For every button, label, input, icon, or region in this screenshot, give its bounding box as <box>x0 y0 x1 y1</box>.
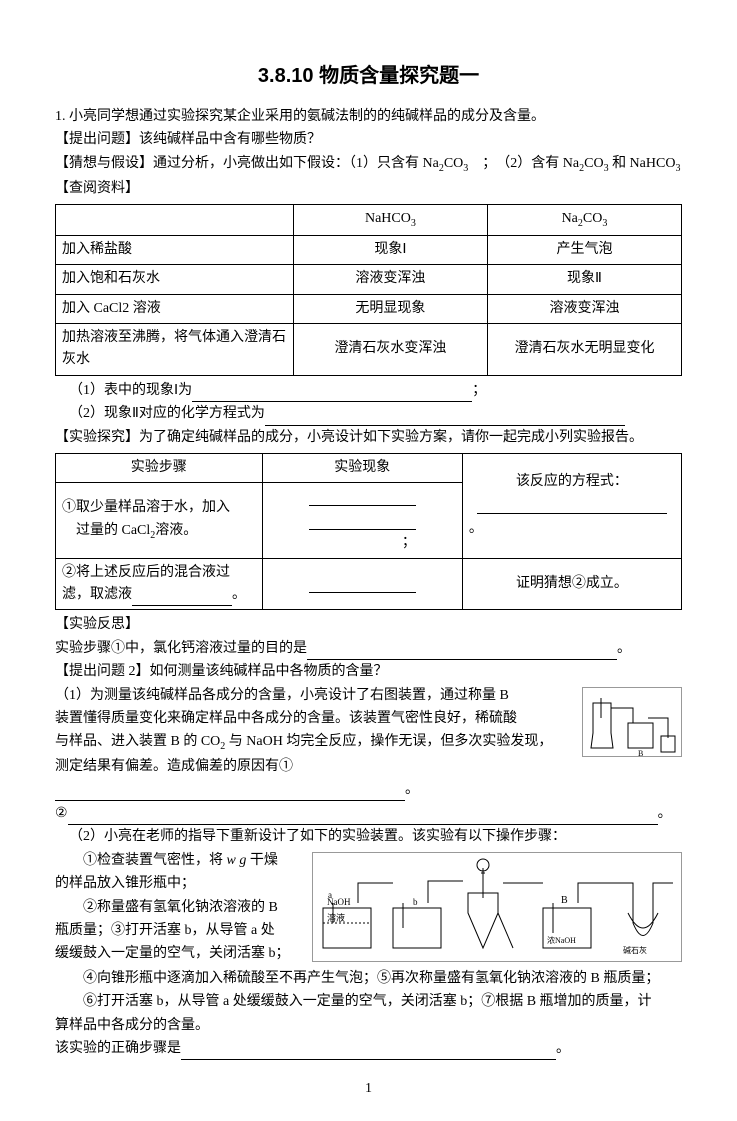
table-cell: 加入 CaCl2 溶液 <box>56 294 294 323</box>
table-cell: 该反应的方程式： 。 <box>462 453 681 558</box>
question2-label: 【提出问题 2】如何测量该纯碱样品中各物质的含量？ <box>55 661 682 683</box>
experiment-label: 【实验探究】为了确定纯碱样品的成分，小亮设计如下实验方案，请你一起完成小列实验报… <box>55 427 682 449</box>
table-cell: 加入稀盐酸 <box>56 235 294 264</box>
table-cell: ②将上述反应后的混合液过滤，取滤液。 <box>56 558 263 610</box>
svg-text:b: b <box>413 897 418 907</box>
line-text: 干燥 <box>246 853 278 868</box>
blank-line <box>68 824 658 825</box>
apparatus-figure-2: NaOH 溶液 a b 浓NaOH B 碱石灰 <box>312 852 682 962</box>
blank-line <box>181 1059 556 1060</box>
blank-line <box>309 575 416 593</box>
table-cell <box>262 558 462 610</box>
p12: ④向锥形瓶中逐滴加入稀硫酸至不再产生气泡；⑤再次称量盛有氢氧化钠浓溶液的 B 瓶… <box>55 968 682 990</box>
line-text: 实验步骤①中，氯化钙溶液过量的目的是 <box>55 641 307 656</box>
reference-table: NaHCO3 Na2CO3 加入稀盐酸 现象Ⅰ 产生气泡 加入饱和石灰水 溶液变… <box>55 204 682 376</box>
blank-line <box>309 488 416 506</box>
blank-line <box>55 800 405 801</box>
table-header: 实验步骤 <box>56 453 263 482</box>
blank-line <box>307 659 617 660</box>
apparatus-figure-1: B <box>582 687 682 757</box>
p4: 测定结果有偏差。造成偏差的原因有①。 <box>55 756 682 801</box>
reflect-line: 实验步骤①中，氯化钙溶液过量的目的是。 <box>55 638 682 660</box>
cell-text: 过量的 CaCl <box>62 523 150 538</box>
hyp-text: ； （2）含有 Na <box>468 156 579 171</box>
table-cell: Na2CO3 <box>487 204 681 235</box>
table-cell: 加入饱和石灰水 <box>56 265 294 294</box>
cell-text: 溶液。 <box>155 523 197 538</box>
line-text: 测定结果有偏差。造成偏差的原因有① <box>55 759 293 774</box>
line-text: ② <box>55 806 68 821</box>
table-cell: 澄清石灰水无明显变化 <box>487 323 681 375</box>
table-cell: NaHCO3 <box>293 204 487 235</box>
svg-text:浓NaOH: 浓NaOH <box>547 936 576 945</box>
apparatus-svg-2: NaOH 溶液 a b 浓NaOH B 碱石灰 <box>313 853 682 962</box>
p15: 该实验的正确步骤是。 <box>55 1038 682 1060</box>
table-header: 实验现象 <box>262 453 462 482</box>
hyp-text: CO <box>444 156 463 171</box>
sub: 3 <box>602 218 607 229</box>
cell-text: NaHCO <box>365 211 411 226</box>
reference-label: 【查阅资料】 <box>55 178 682 200</box>
table-cell: ①取少量样品溶于水，加入 过量的 CaCl2溶液。 <box>56 483 263 558</box>
table-cell <box>56 204 294 235</box>
cell-text: CO <box>583 211 602 226</box>
p5: ②。 <box>55 803 682 825</box>
page-title: 3.8.10 物质含量探究题一 <box>55 60 682 92</box>
line-text: （1）表中的现象Ⅰ为 <box>69 383 192 398</box>
table-cell: 无明显现象 <box>293 294 487 323</box>
apparatus-svg: B <box>583 688 682 757</box>
line-text: 该实验的正确步骤是 <box>55 1041 181 1056</box>
p14: 算样品中各成分的含量。 <box>55 1015 682 1037</box>
blank-line <box>477 500 667 514</box>
cell-period: ； <box>269 532 456 554</box>
line-text: 与样品、进入装置 B 的 CO <box>55 734 220 749</box>
svg-text:溶液: 溶液 <box>327 912 345 923</box>
p13: ⑥打开活塞 b，从导管 a 处缓缓鼓入一定量的空气，关闭活塞 b；⑦根据 B 瓶… <box>55 991 682 1013</box>
p6: （2）小亮在老师的指导下重新设计了如下的实验装置。该实验有以下操作步骤： <box>55 826 682 848</box>
cell-period: 。 <box>469 518 675 540</box>
table-cell: ； <box>262 483 462 558</box>
hyp-text: 和 NaHCO <box>609 156 676 171</box>
hypothesis-line: 【猜想与假设】通过分析，小亮做出如下假设：（1）只含有 Na2CO3 ； （2）… <box>55 153 682 177</box>
table-cell: 加热溶液至沸腾，将气体通入澄清石灰水 <box>56 323 294 375</box>
fill-line-1: （1）表中的现象Ⅰ为； <box>55 380 682 402</box>
fill-line-2: （2）现象Ⅱ对应的化学方程式为 <box>55 403 682 425</box>
cell-text: 该反应的方程式： <box>469 471 675 493</box>
blank-line <box>265 425 625 426</box>
table-cell: 产生气泡 <box>487 235 681 264</box>
blank-line <box>192 401 472 402</box>
page-number: 1 <box>55 1078 682 1100</box>
hyp-text: 【猜想与假设】通过分析，小亮做出如下假设：（1）只含有 Na <box>55 156 439 171</box>
svg-text:a: a <box>328 890 332 900</box>
italic-text: w g <box>227 853 247 868</box>
sub: 3 <box>675 163 680 174</box>
table-cell: 溶液变浑浊 <box>293 265 487 294</box>
hyp-text: CO <box>584 156 603 171</box>
cell-text: ②将上述反应后的混合液过滤，取滤液 <box>62 565 230 602</box>
svg-text:B: B <box>561 895 568 906</box>
table-cell: 现象Ⅱ <box>487 265 681 294</box>
line-text: 与 NaOH 均完全反应，操作无误，但多次实验发现， <box>225 734 552 749</box>
table-cell: 现象Ⅰ <box>293 235 487 264</box>
question1-label: 【提出问题】该纯碱样品中含有哪些物质？ <box>55 129 682 151</box>
line-text: （2）现象Ⅱ对应的化学方程式为 <box>69 406 265 421</box>
table-cell: 溶液变浑浊 <box>487 294 681 323</box>
experiment-table: 实验步骤 实验现象 该反应的方程式： 。 ①取少量样品溶于水，加入 过量的 Ca… <box>55 453 682 611</box>
cell-text: ①取少量样品溶于水，加入 <box>62 500 230 515</box>
blank-line <box>309 512 416 530</box>
blank-line <box>132 605 232 606</box>
line-text: ①检查装置气密性，将 <box>83 853 227 868</box>
cell-text: Na <box>562 211 578 226</box>
table-cell: 证明猜想②成立。 <box>462 558 681 610</box>
table-cell: 澄清石灰水变浑浊 <box>293 323 487 375</box>
sub: 3 <box>411 218 416 229</box>
svg-text:碱石灰: 碱石灰 <box>623 945 647 955</box>
svg-text:B: B <box>638 749 643 757</box>
reflect-label: 【实验反思】 <box>55 614 682 636</box>
intro-text: 1. 小亮同学想通过实验探究某企业采用的氨碱法制的的纯碱样品的成分及含量。 <box>55 106 682 128</box>
